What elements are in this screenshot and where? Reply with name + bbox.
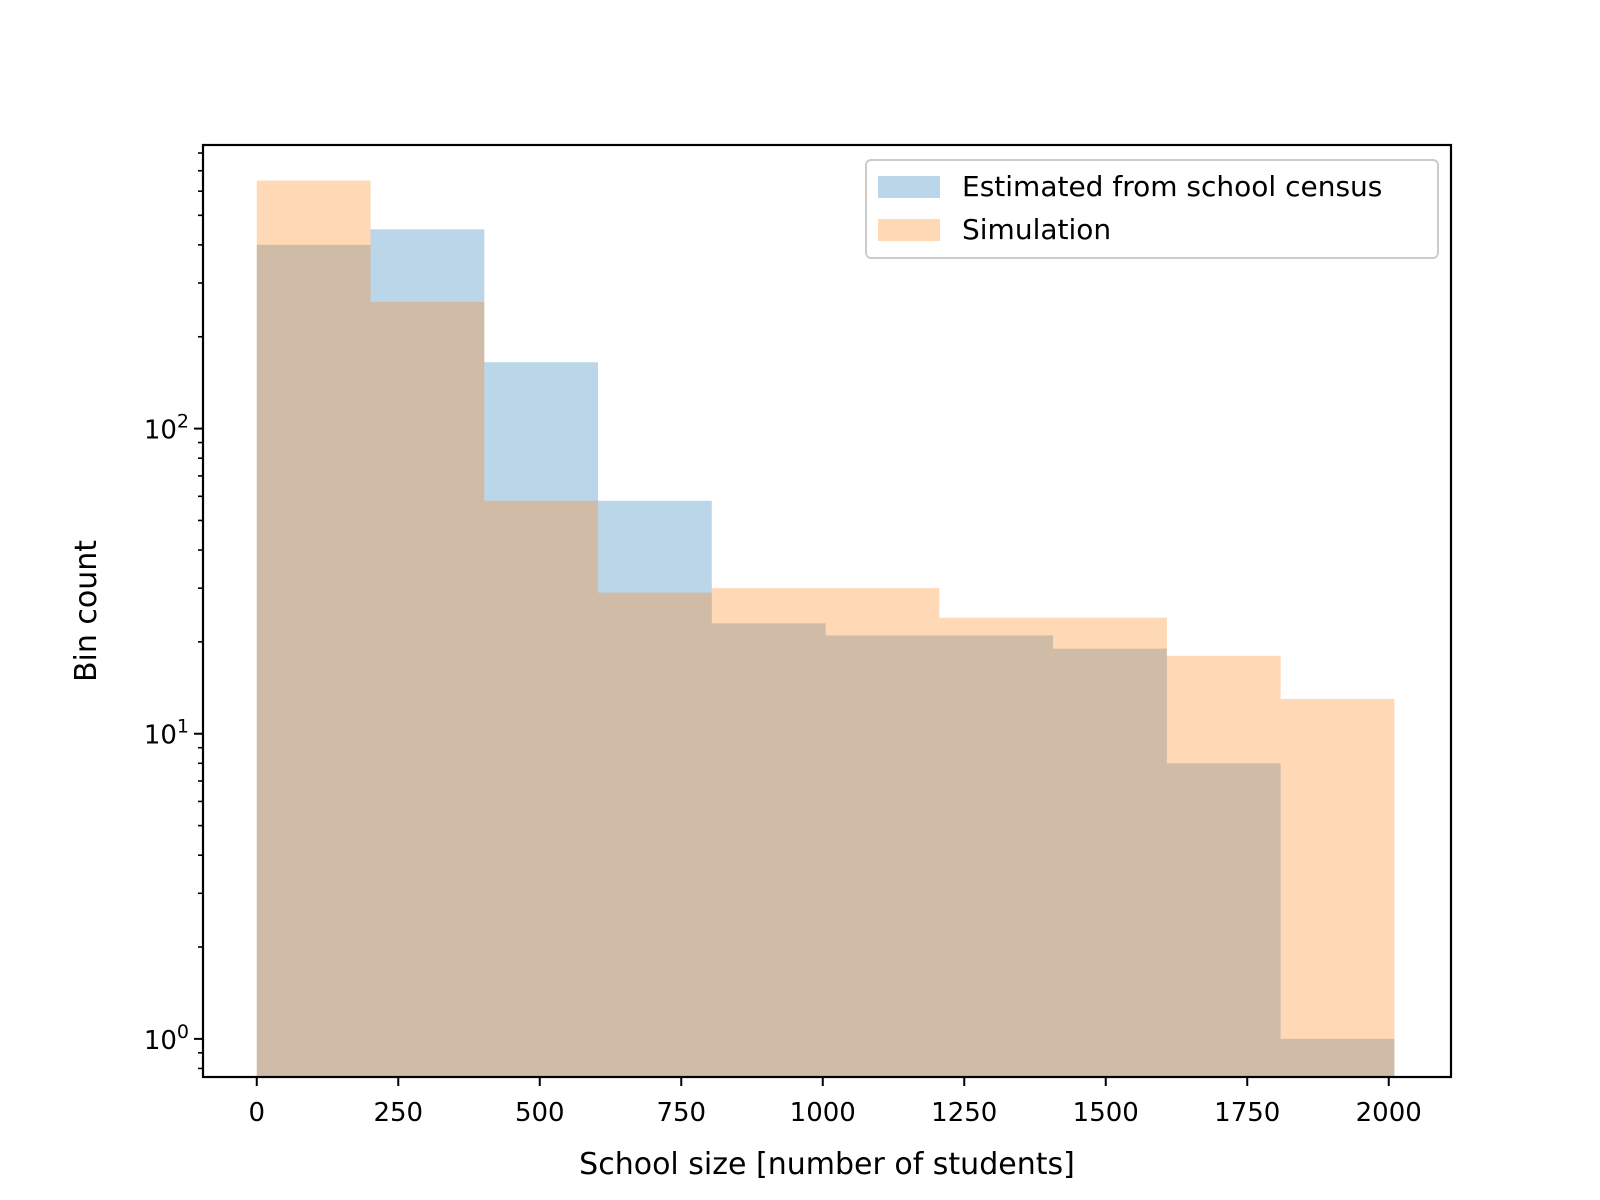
bar-series-0-bin-9 [1280, 1038, 1395, 1077]
y-tick-label-0: 100 [144, 1021, 189, 1056]
x-axis-label: School size [number of students] [579, 1147, 1075, 1182]
bar-series-1-bin-1 [370, 301, 485, 1077]
bar-series-1-bin-8 [1166, 655, 1281, 1077]
x-tick-label-6: 1500 [1073, 1098, 1139, 1128]
bar-series-0-bin-1 [370, 229, 485, 1078]
bars-layer [256, 180, 1395, 1078]
x-tick-label-3: 750 [656, 1098, 706, 1128]
bar-series-0-bin-2 [484, 362, 599, 1077]
y-tick-exponent-0: 0 [177, 1021, 189, 1043]
legend-label-1: Simulation [962, 213, 1111, 246]
bar-series-0-bin-5 [825, 635, 940, 1077]
plot-frame [201, 143, 1453, 1079]
x-tick-label-4: 1000 [790, 1098, 856, 1128]
x-tick-label-2: 500 [515, 1098, 565, 1128]
legend-box [865, 159, 1439, 259]
bar-series-1-bin-4 [711, 588, 826, 1077]
legend: Estimated from school census Simulation [865, 159, 1439, 259]
x-tick-label-7: 1750 [1214, 1098, 1280, 1128]
bar-series-0-bin-4 [711, 623, 826, 1077]
bar-series-0-bin-0 [256, 244, 371, 1077]
bar-series-0-bin-6 [939, 635, 1054, 1077]
legend-swatch-0 [878, 176, 940, 198]
x-tick-label-8: 2000 [1356, 1098, 1422, 1128]
x-tick-label-1: 250 [373, 1098, 423, 1128]
bar-series-1-bin-2 [484, 500, 599, 1077]
bar-series-1-bin-7 [1053, 617, 1167, 1077]
x-axis: 0 250 500 750 1000 1250 1500 1750 2000 [248, 1077, 1422, 1128]
bar-series-1-bin-9 [1280, 698, 1395, 1077]
y-tick-exponent-1: 1 [177, 716, 189, 738]
legend-swatch-1 [878, 219, 940, 241]
bar-series-1-bin-5 [825, 588, 940, 1077]
bar-series-1-bin-6 [939, 617, 1054, 1077]
bar-series-1-bin-3 [598, 592, 712, 1077]
legend-label-0: Estimated from school census [962, 170, 1382, 203]
bar-series-0-bin-8 [1166, 763, 1281, 1077]
y-tick-label-1: 101 [144, 716, 189, 751]
y-tick-exponent-2: 2 [177, 411, 189, 433]
bar-series-1-bin-0 [256, 180, 371, 1078]
y-axis-label: Bin count [69, 540, 104, 682]
bar-series-0-bin-7 [1053, 648, 1167, 1077]
y-tick-label-2: 102 [144, 411, 189, 446]
x-tick-label-0: 0 [248, 1098, 265, 1128]
bar-series-0-bin-3 [598, 500, 712, 1077]
x-tick-label-5: 1250 [931, 1098, 997, 1128]
